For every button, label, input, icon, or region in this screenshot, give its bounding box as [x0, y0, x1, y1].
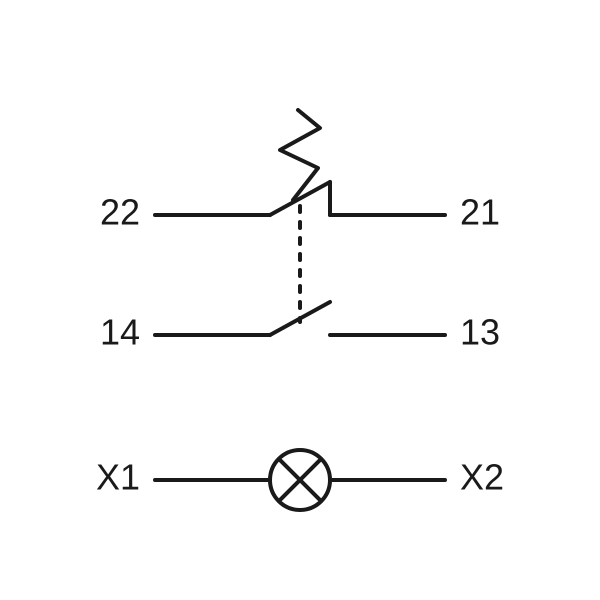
schematic-diagram: 22 21 14 13 X1 X2: [0, 0, 600, 600]
label-21: 21: [460, 192, 500, 233]
thermal-actuator-zigzag: [280, 110, 320, 200]
label-x2: X2: [460, 457, 504, 498]
label-13: 13: [460, 312, 500, 353]
label-14: 14: [100, 312, 140, 353]
label-x1: X1: [96, 457, 140, 498]
label-22: 22: [100, 192, 140, 233]
